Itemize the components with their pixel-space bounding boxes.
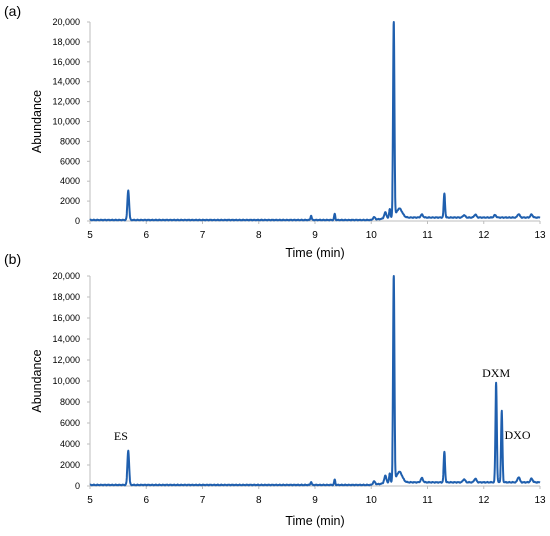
y-tick-label: 18,000 bbox=[52, 292, 80, 302]
x-tick-label: 11 bbox=[422, 495, 433, 506]
chromatogram-trace bbox=[89, 21, 541, 222]
y-tick-label: 16,000 bbox=[52, 57, 80, 67]
y-tick-label: 14,000 bbox=[52, 334, 80, 344]
x-tick-label: 10 bbox=[366, 230, 378, 241]
y-tick-label: 12,000 bbox=[52, 355, 80, 365]
y-tick-label: 8000 bbox=[60, 136, 80, 146]
y-tick-label: 20,000 bbox=[52, 17, 80, 27]
x-tick-label: 8 bbox=[256, 495, 262, 506]
peak-annotation-dxm: DXM bbox=[482, 366, 510, 380]
chart-panel-a: (a) 0 2000 4000 6000 8000 10,000 12,000 14,000 16… bbox=[4, 3, 546, 260]
x-tick-label: 6 bbox=[143, 495, 149, 506]
y-tick-label: 4000 bbox=[60, 439, 80, 449]
y-tick-label: 18,000 bbox=[52, 37, 80, 47]
y-tick-label: 12,000 bbox=[52, 97, 80, 107]
y-axis-title: Abundance bbox=[30, 90, 44, 153]
chart-panel-b: (b) 0 2000 4000 6000 8000 10,000 12,000 14,000 16… bbox=[4, 251, 546, 528]
x-tick-label: 11 bbox=[422, 230, 433, 241]
y-axis-title: Abundance bbox=[30, 349, 44, 412]
y-tick-label: 20,000 bbox=[52, 271, 80, 281]
x-tick-label: 9 bbox=[312, 495, 318, 506]
y-tick-label: 6000 bbox=[60, 418, 80, 428]
x-tick-label: 8 bbox=[256, 230, 262, 241]
y-tick-label: 2000 bbox=[60, 460, 80, 470]
y-tick-label: 2000 bbox=[60, 196, 80, 206]
y-tick-label: 4000 bbox=[60, 176, 80, 186]
x-tick-label: 5 bbox=[87, 495, 93, 506]
panel-label: (b) bbox=[4, 251, 21, 267]
x-tick-label: 9 bbox=[312, 230, 318, 241]
x-axis-title: Time (min) bbox=[285, 246, 344, 260]
peak-annotation-dxo: DXO bbox=[505, 428, 531, 442]
panel-label: (a) bbox=[4, 3, 21, 19]
x-tick-label: 6 bbox=[143, 230, 149, 241]
y-tick-label: 0 bbox=[75, 216, 80, 226]
peak-annotation-es: ES bbox=[114, 429, 128, 443]
x-tick-label: 12 bbox=[478, 230, 490, 241]
x-tick-label: 13 bbox=[534, 495, 546, 506]
y-tick-label: 14,000 bbox=[52, 77, 80, 87]
x-tick-label: 10 bbox=[366, 495, 378, 506]
y-tick-label: 10,000 bbox=[52, 117, 80, 127]
x-tick-label: 12 bbox=[478, 495, 490, 506]
x-tick-label: 13 bbox=[534, 230, 546, 241]
y-tick-label: 6000 bbox=[60, 156, 80, 166]
x-tick-label: 7 bbox=[200, 495, 206, 506]
x-axis-title: Time (min) bbox=[285, 514, 344, 528]
y-tick-label: 10,000 bbox=[52, 376, 80, 386]
chromatogram-trace bbox=[89, 275, 541, 487]
y-tick-label: 0 bbox=[75, 481, 80, 491]
y-tick-label: 8000 bbox=[60, 397, 80, 407]
x-tick-label: 5 bbox=[87, 230, 93, 241]
x-tick-label: 7 bbox=[200, 230, 206, 241]
y-tick-label: 16,000 bbox=[52, 313, 80, 323]
